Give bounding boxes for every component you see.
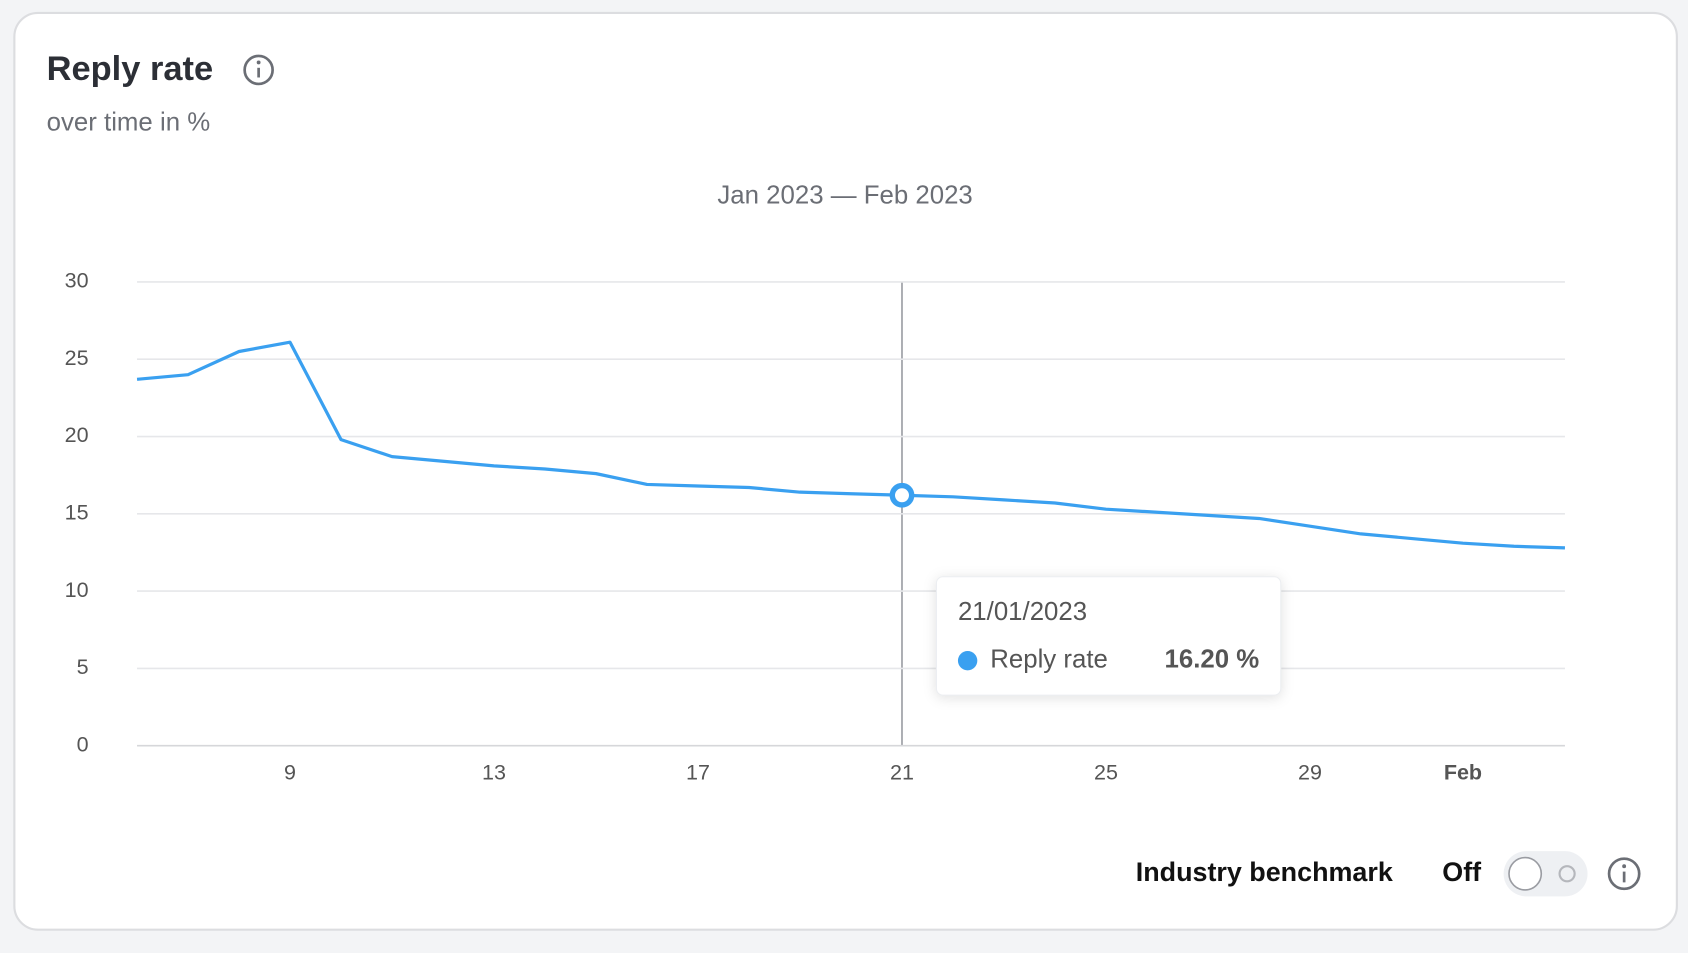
toggle[interactable] — [1503, 851, 1588, 897]
x-tick-label: 9 — [284, 760, 296, 784]
card — [13, 11, 1678, 931]
title: Reply rate — [47, 50, 213, 88]
benchmark-state: Off — [1442, 857, 1481, 887]
y-tick-label: 10 — [65, 578, 89, 602]
tooltip: 21/01/2023 Reply rate 16.20 % — [935, 576, 1282, 696]
info-icon[interactable] — [1607, 857, 1641, 891]
tooltip-box — [935, 576, 1282, 696]
y-tick-label: 5 — [77, 655, 89, 679]
x-tick-label: 13 — [482, 760, 506, 784]
line — [136, 340, 1566, 550]
y-tick-label: 20 — [65, 423, 89, 447]
x-tick-label: 29 — [1298, 760, 1322, 784]
y-tick-label: 30 — [65, 269, 89, 293]
info-icon[interactable] — [243, 54, 274, 86]
x-tick-label: 25 — [1094, 760, 1118, 784]
tooltip-date: 21/01/2023 — [958, 598, 1087, 626]
benchmark-label: Industry benchmark — [1136, 857, 1393, 887]
hover-point — [889, 482, 915, 508]
y-tick-label: 0 — [77, 732, 89, 756]
tooltip-swatch — [957, 651, 978, 671]
y-tick-label: 15 — [65, 501, 89, 525]
tooltip-series: Reply rate — [990, 646, 1108, 674]
x-tick-label: 17 — [686, 760, 710, 784]
x-tick-label: Feb — [1444, 760, 1482, 784]
period: Jan 2023 — Feb 2023 — [717, 182, 972, 210]
subtitle: over time in % — [47, 109, 211, 137]
y-tick-label: 25 — [65, 346, 89, 370]
tooltip-value: 16.20 % — [1165, 646, 1260, 674]
x-tick-label: 21 — [890, 760, 914, 784]
plot: 0 5 10 15 20 25 30 9 13 17 21 25 29 Feb 21/01/2023 Repl… — [65, 269, 1566, 784]
